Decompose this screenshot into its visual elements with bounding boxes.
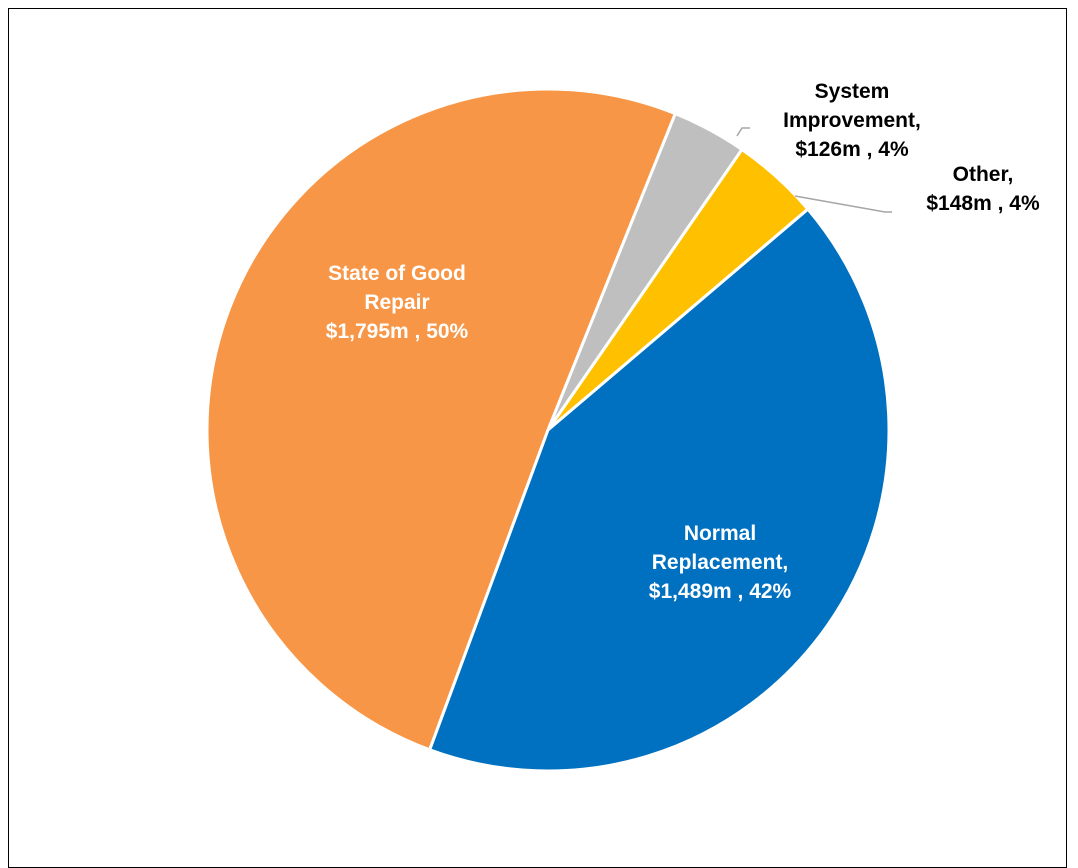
pie-slice-state-of-good-repair <box>205 87 677 752</box>
data-label-line: Other, <box>953 163 1014 186</box>
data-label: Normal Replacement, $1,489m , 42% <box>649 522 792 603</box>
data-label-line: Normal <box>684 522 756 545</box>
data-label: System Improvement, $126m , 4% <box>783 80 921 161</box>
pie-slice-normal-replacement <box>428 207 891 773</box>
leader-line <box>794 195 892 213</box>
data-label-line: Replacement, <box>652 551 789 574</box>
data-label-line: State of Good <box>328 262 466 285</box>
leader-line <box>736 127 750 137</box>
leader-lines <box>736 127 892 213</box>
data-label: State of Good Repair $1,795m , 50% <box>326 262 469 343</box>
data-label: Other, $148m , 4% <box>926 163 1040 215</box>
data-label-line: System <box>815 80 890 103</box>
data-label-line: Improvement, <box>783 109 921 132</box>
data-label-line: $1,489m , 42% <box>649 580 792 603</box>
data-labels: State of Good Repair $1,795m , 50% System Im… <box>326 80 1040 603</box>
data-label-line: $148m , 4% <box>926 192 1040 215</box>
data-label-line: Repair <box>364 291 429 314</box>
pie-slices <box>205 87 891 773</box>
data-label-line: $126m , 4% <box>795 138 909 161</box>
data-label-line: $1,795m , 50% <box>326 320 469 343</box>
